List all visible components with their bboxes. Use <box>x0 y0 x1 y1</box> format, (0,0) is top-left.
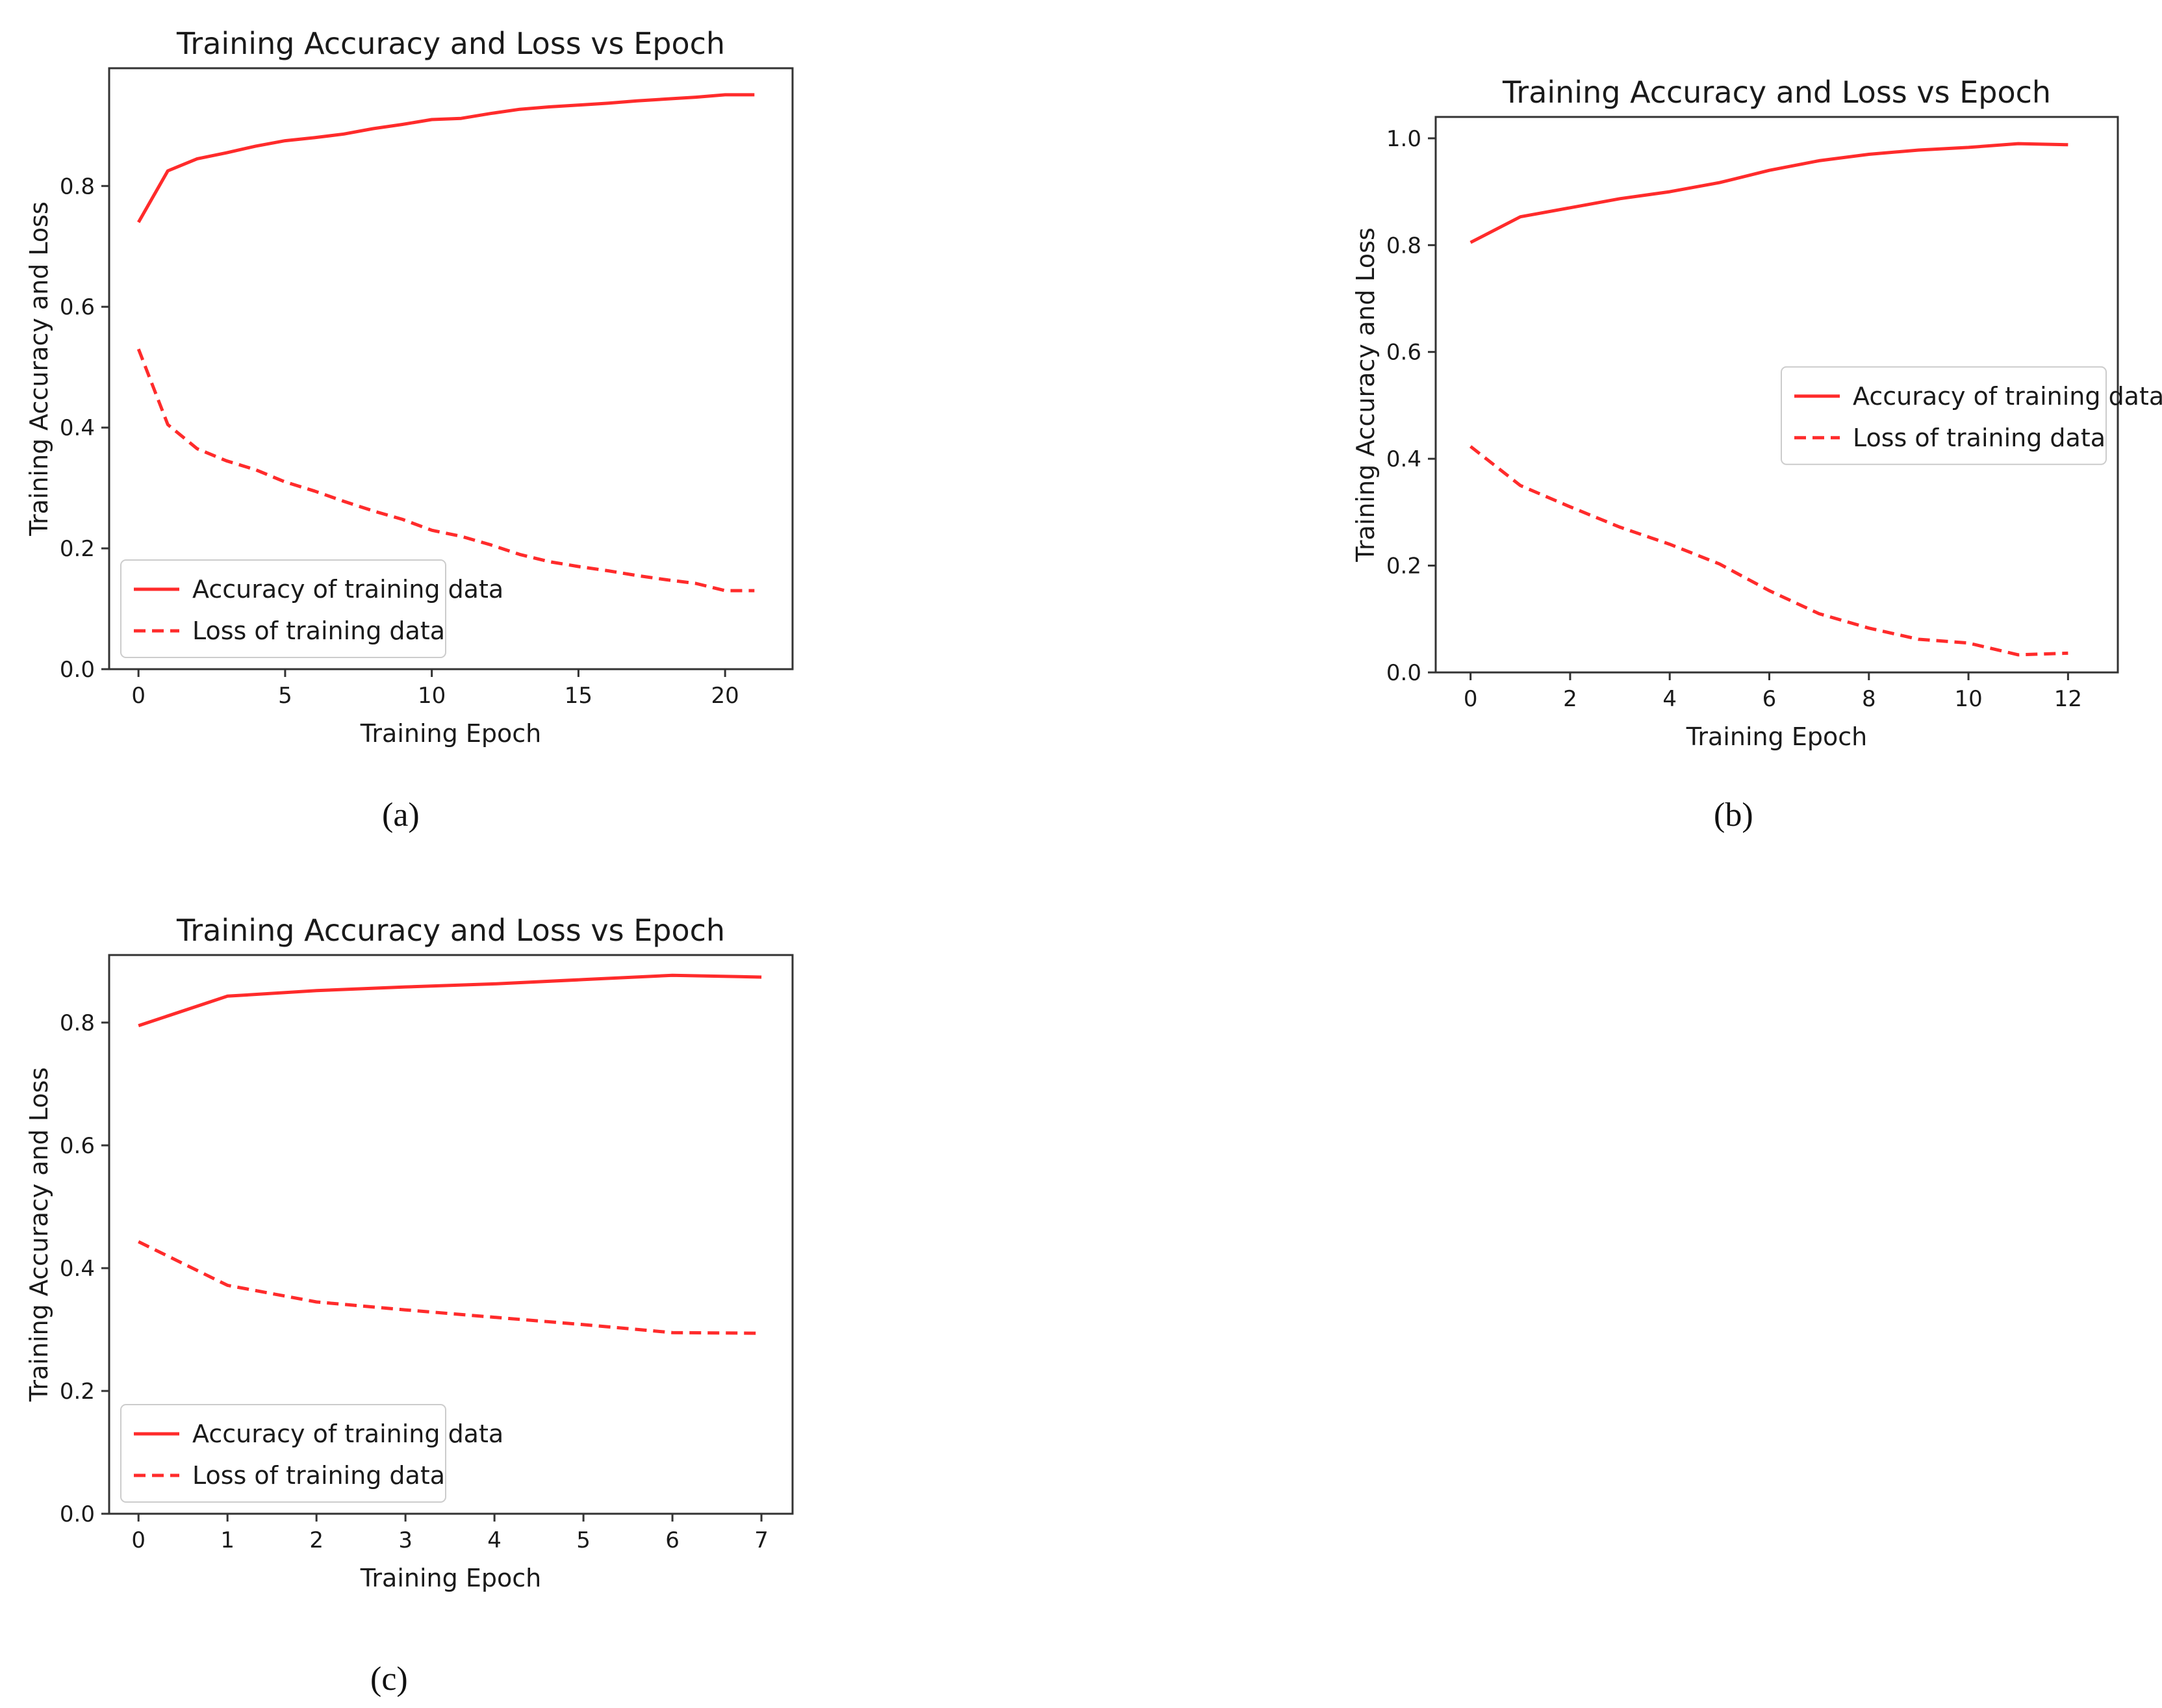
chart-b-xtick-label: 10 <box>1954 686 1982 712</box>
chart-b-xtick-label: 4 <box>1662 686 1677 712</box>
chart-c-xtick-label: 6 <box>665 1527 680 1553</box>
chart-c-xtick-label: 5 <box>576 1527 591 1553</box>
chart-b-ytick-label: 0.2 <box>1386 554 1421 580</box>
chart-c: Training Accuracy and Loss vs Epoch 0.0 0.… <box>25 913 794 1592</box>
chart-c-ytick-label: 0.4 <box>60 1256 95 1282</box>
chart-c-xtick-label: 4 <box>487 1527 502 1553</box>
chart-b-ytick-label: 1.0 <box>1386 126 1421 152</box>
chart-c-ytick-label: 0.0 <box>60 1501 95 1527</box>
chart-c-series-accuracy-line <box>138 973 762 1028</box>
chart-c-ytick-label: 0.8 <box>60 1010 95 1036</box>
chart-b-ytick-label: 0.0 <box>1386 660 1421 686</box>
chart-c-series-loss-line <box>138 1240 762 1335</box>
chart-a-legend-label: Accuracy of training data <box>192 575 503 604</box>
chart-b-xtick-label: 8 <box>1862 686 1876 712</box>
chart-c-xlabel: Training Epoch <box>360 1564 541 1592</box>
chart-c-ytick-label: 0.2 <box>60 1379 95 1405</box>
chart-a-xlabel: Training Epoch <box>360 719 541 748</box>
chart-b-series-accuracy-line <box>1469 142 2068 244</box>
chart-c-plot-frame <box>108 954 794 1515</box>
chart-b-legend-label: Accuracy of training data <box>1853 382 2162 411</box>
chart-a-legend: Accuracy of training data Loss of trainin… <box>120 559 503 658</box>
chart-c-xtick-label: 3 <box>398 1527 413 1553</box>
chart-b-xtick-label: 2 <box>1563 686 1577 712</box>
chart-b-legend: Accuracy of training data Loss of trainin… <box>1781 366 2162 465</box>
chart-a-xtick-label: 5 <box>278 683 292 709</box>
chart-b-ylabel: Training Accuracy and Loss <box>1351 227 1380 563</box>
chart-c-legend-label: Loss of training data <box>192 1461 445 1490</box>
chart-b-ytick-label: 0.4 <box>1386 446 1421 472</box>
chart-a-ytick-label: 0.4 <box>60 415 95 441</box>
chart-c-ylabel: Training Accuracy and Loss <box>25 1067 53 1403</box>
chart-c-legend-box <box>120 1404 446 1503</box>
chart-b-series-loss-line <box>1469 445 2068 657</box>
chart-b-ytick-label: 0.8 <box>1386 233 1421 259</box>
chart-a-series-loss-line <box>136 348 755 593</box>
chart-panel-b: Training Accuracy and Loss vs Epoch 0.0 0.… <box>1338 58 2162 825</box>
chart-b-title: Training Accuracy and Loss vs Epoch <box>1502 75 2051 110</box>
chart-c-legend-label: Accuracy of training data <box>192 1420 503 1448</box>
chart-c-xtick-label: 2 <box>309 1527 324 1553</box>
chart-a-ytick-label: 0.2 <box>60 536 95 562</box>
chart-a-legend-label: Loss of training data <box>192 617 445 645</box>
chart-c-xtick-label: 7 <box>754 1527 769 1553</box>
chart-b-xtick-label: 6 <box>1762 686 1777 712</box>
chart-a-ytick-label: 0.8 <box>60 173 95 199</box>
chart-c-title: Training Accuracy and Loss vs Epoch <box>176 913 725 948</box>
chart-a: Training Accuracy and Loss vs Epoch 0.0 0.… <box>25 26 794 748</box>
chart-a-legend-box <box>120 559 446 658</box>
caption-c: (c) <box>370 1661 408 1698</box>
chart-a-title: Training Accuracy and Loss vs Epoch <box>176 26 725 61</box>
chart-b-plot-frame <box>1434 116 2119 674</box>
chart-a-series-accuracy-line <box>137 93 755 223</box>
chart-a-xtick-label: 20 <box>711 683 739 709</box>
chart-c-ytick-label: 0.6 <box>60 1133 95 1159</box>
chart-b-legend-box <box>1781 366 2107 465</box>
chart-b-legend-label: Loss of training data <box>1853 424 2105 452</box>
chart-a-xtick-label: 10 <box>418 683 446 709</box>
chart-b: Training Accuracy and Loss vs Epoch 0.0 0.… <box>1351 75 2162 751</box>
chart-a-xtick-label: 0 <box>131 683 146 709</box>
chart-b-xtick-label: 0 <box>1464 686 1478 712</box>
chart-a-xtick-label: 15 <box>565 683 592 709</box>
chart-a-ylabel: Training Accuracy and Loss <box>25 201 53 537</box>
chart-a-ytick-label: 0.6 <box>60 294 95 320</box>
chart-panel-c: Training Accuracy and Loss vs Epoch 0.0 0.… <box>25 903 819 1631</box>
chart-c-xtick-label: 1 <box>220 1527 235 1553</box>
chart-a-plot-frame <box>108 67 794 670</box>
chart-b-ytick-label: 0.6 <box>1386 340 1421 366</box>
caption-b: (b) <box>1714 797 1753 834</box>
chart-c-legend: Accuracy of training data Loss of trainin… <box>120 1404 503 1503</box>
chart-c-xtick-label: 0 <box>131 1527 146 1553</box>
chart-a-ytick-label: 0.0 <box>60 657 95 683</box>
chart-b-xlabel: Training Epoch <box>1686 722 1867 751</box>
caption-a: (a) <box>382 797 420 834</box>
chart-panel-a: Training Accuracy and Loss vs Epoch 0.0 0.… <box>25 19 819 786</box>
chart-b-xtick-label: 12 <box>2054 686 2082 712</box>
